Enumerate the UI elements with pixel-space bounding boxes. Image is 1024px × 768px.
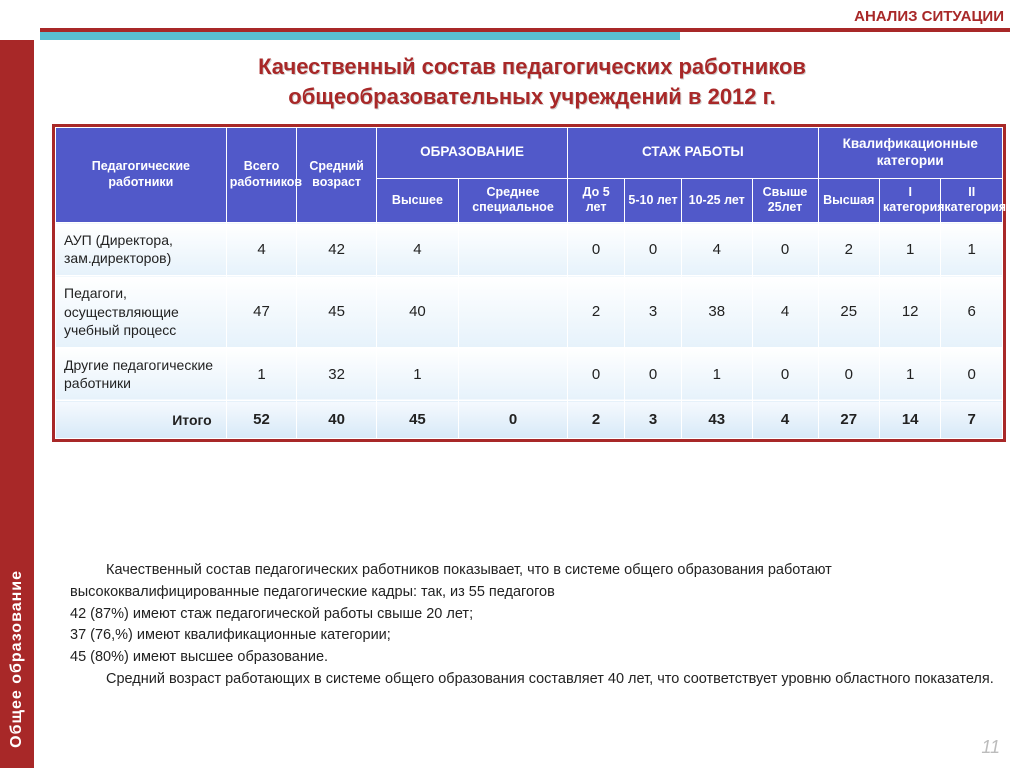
table-cell: 0	[752, 223, 818, 276]
table-row: Другие педагогические работники132100100…	[56, 347, 1003, 400]
table-cell: 4	[376, 223, 458, 276]
row-label: Педагоги, осуществляющие учебный процесс	[56, 276, 227, 348]
body-p2: 42 (87%) имеют стаж педагогической работ…	[70, 604, 996, 626]
data-table: Педагогические работники Всего работнико…	[52, 124, 1006, 442]
table-cell: 3	[625, 276, 682, 348]
table-cell: 38	[681, 276, 752, 348]
table-cell: 1	[681, 347, 752, 400]
col-exp-25: 10-25 лет	[681, 178, 752, 222]
top-cyan-bar	[40, 32, 680, 40]
col-edu-mid: Среднее специальное	[458, 178, 567, 222]
table-cell: 40	[376, 276, 458, 348]
table-cell: 43	[681, 401, 752, 439]
table-cell: 0	[625, 347, 682, 400]
table-cell: 4	[752, 401, 818, 439]
col-q-2: II категория	[941, 178, 1003, 222]
table-cell: 14	[879, 401, 940, 439]
table-row: Педагоги, осуществляющие учебный процесс…	[56, 276, 1003, 348]
table-cell: 0	[568, 347, 625, 400]
table-cell: 1	[879, 223, 940, 276]
body-p4: 45 (80%) имеют высшее образование.	[70, 647, 996, 669]
sidebar: Общее образование	[0, 40, 34, 768]
sidebar-text: Общее образование	[8, 570, 26, 748]
col-exp-10: 5-10 лет	[625, 178, 682, 222]
table-cell: 27	[818, 401, 879, 439]
table-row-total: Итого52404502343427147	[56, 401, 1003, 439]
page-title: Качественный состав педагогических работ…	[60, 52, 1004, 111]
table-cell	[458, 223, 567, 276]
body-p3: 37 (76,%) имеют квалификационные категор…	[70, 625, 996, 647]
page-number: 11	[981, 737, 1000, 758]
table-cell: 47	[226, 276, 297, 348]
body-p1: Качественный состав педагогических работ…	[70, 560, 996, 604]
table-cell: 1	[226, 347, 297, 400]
table-cell	[458, 347, 567, 400]
row-label: Другие педагогические работники	[56, 347, 227, 400]
col-q-1: I категория	[879, 178, 940, 222]
table-cell	[458, 276, 567, 348]
table-cell: 0	[818, 347, 879, 400]
table-cell: 45	[376, 401, 458, 439]
table-cell: 4	[681, 223, 752, 276]
title-line2: общеобразовательных учреждений в 2012 г.	[288, 84, 775, 109]
col-total: Всего работников	[226, 128, 297, 223]
table-cell: 2	[568, 276, 625, 348]
table-cell: 1	[941, 223, 1003, 276]
table-cell: 40	[297, 401, 377, 439]
col-edu-high: Высшее	[376, 178, 458, 222]
table-cell: 0	[568, 223, 625, 276]
table-cell: 0	[625, 223, 682, 276]
col-age: Средний возраст	[297, 128, 377, 223]
table-cell: 42	[297, 223, 377, 276]
table-cell: 2	[818, 223, 879, 276]
table-cell: 7	[941, 401, 1003, 439]
table-cell: 2	[568, 401, 625, 439]
group-education: ОБРАЗОВАНИЕ	[376, 128, 567, 179]
row-label-total: Итого	[56, 401, 227, 439]
table-cell: 45	[297, 276, 377, 348]
table-cell: 12	[879, 276, 940, 348]
group-experience: СТАЖ РАБОТЫ	[568, 128, 818, 179]
col-q-high: Высшая	[818, 178, 879, 222]
title-line1: Качественный состав педагогических работ…	[258, 54, 806, 79]
body-text: Качественный состав педагогических работ…	[70, 560, 996, 691]
table-cell: 32	[297, 347, 377, 400]
table-cell: 4	[226, 223, 297, 276]
table-cell: 0	[752, 347, 818, 400]
table-cell: 3	[625, 401, 682, 439]
col-exp-5: До 5 лет	[568, 178, 625, 222]
table-cell: 52	[226, 401, 297, 439]
col-workers: Педагогические работники	[56, 128, 227, 223]
header-label: АНАЛИЗ СИТУАЦИИ	[854, 8, 1004, 25]
table-cell: 0	[458, 401, 567, 439]
table-cell: 1	[879, 347, 940, 400]
table-cell: 0	[941, 347, 1003, 400]
table-cell: 4	[752, 276, 818, 348]
table-cell: 1	[376, 347, 458, 400]
group-qualification: Квалификационные категории	[818, 128, 1002, 179]
row-label: АУП (Директора, зам.директоров)	[56, 223, 227, 276]
table-cell: 25	[818, 276, 879, 348]
table-row: АУП (Директора, зам.директоров)442400402…	[56, 223, 1003, 276]
body-p5: Средний возраст работающих в системе общ…	[70, 669, 996, 691]
col-exp-over: Свыше 25лет	[752, 178, 818, 222]
table-cell: 6	[941, 276, 1003, 348]
